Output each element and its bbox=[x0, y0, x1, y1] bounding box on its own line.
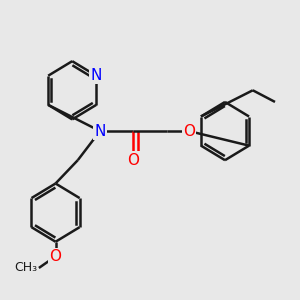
Text: O: O bbox=[50, 249, 61, 264]
Text: CH₃: CH₃ bbox=[14, 262, 38, 275]
Text: N: N bbox=[91, 68, 102, 83]
Text: O: O bbox=[127, 153, 139, 168]
Text: N: N bbox=[94, 124, 106, 139]
Text: O: O bbox=[183, 124, 195, 139]
